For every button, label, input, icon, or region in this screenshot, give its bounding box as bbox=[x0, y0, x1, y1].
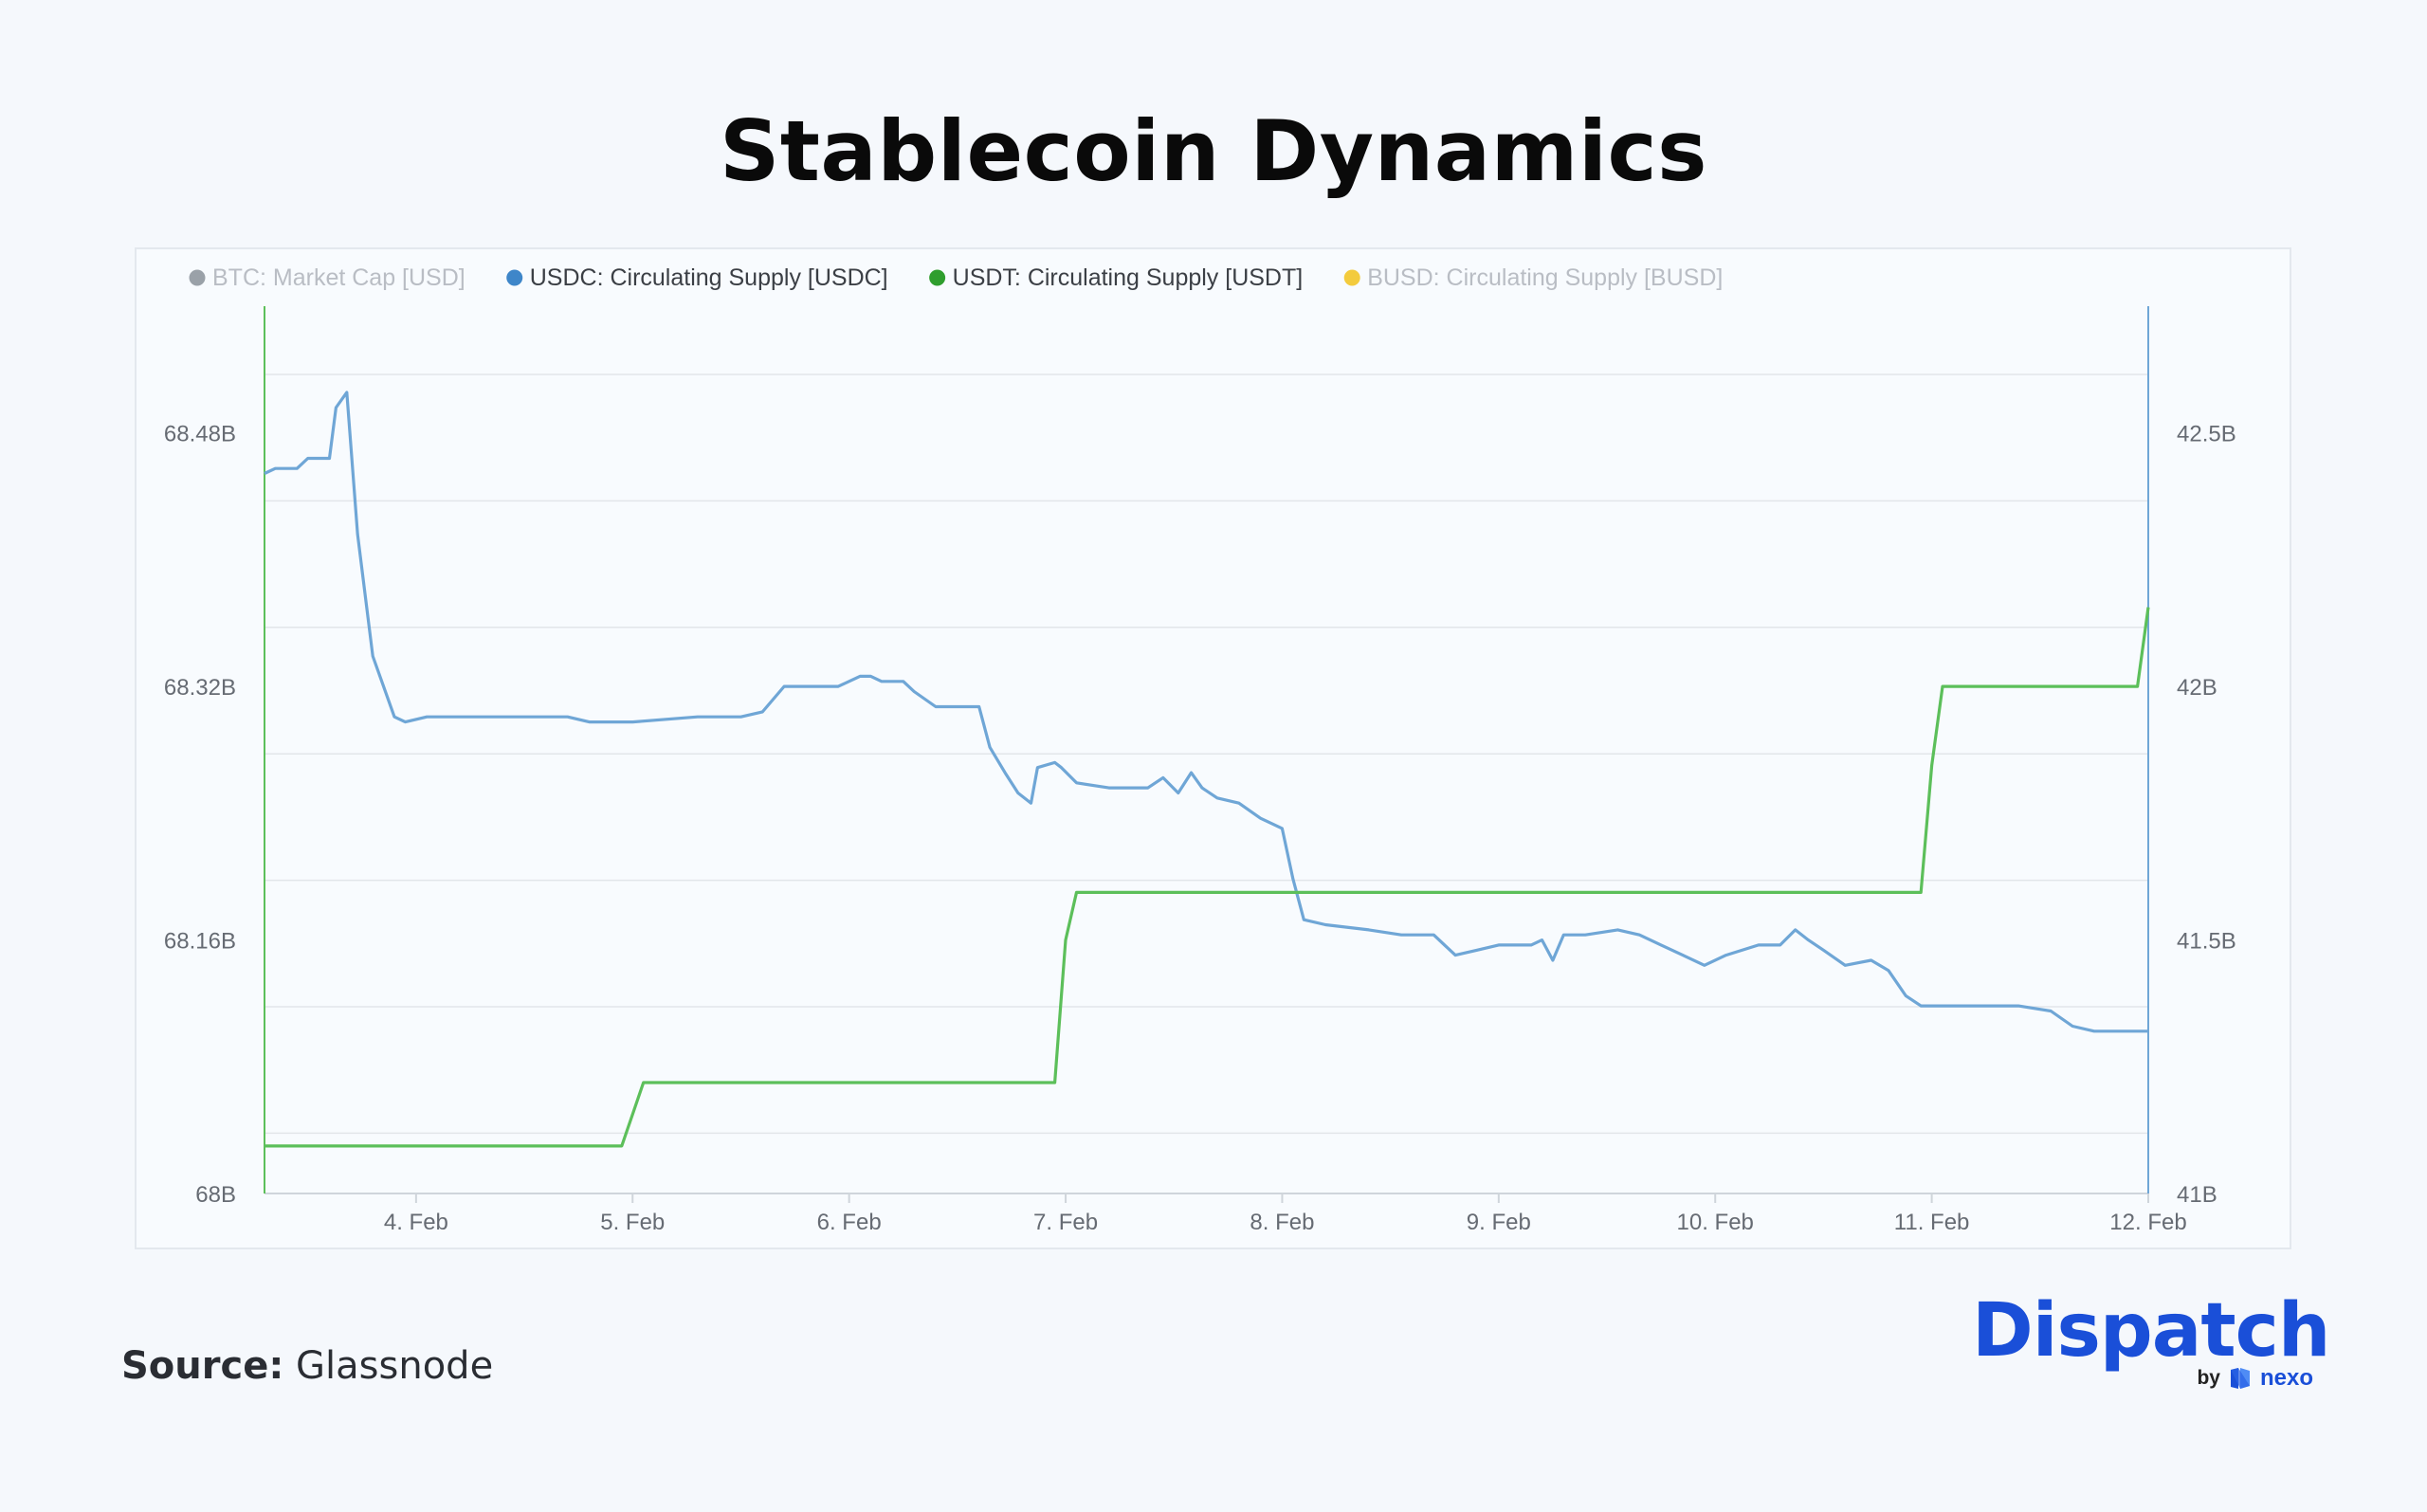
brand-logo: Dispatch by nexo bbox=[1972, 1291, 2330, 1395]
axis-layer: 4. Feb 5. Feb 6. Feb 7. Feb 8. Feb 9. Feb 10. … bbox=[164, 306, 2236, 1235]
y-left-tick-label: 68.48B bbox=[164, 422, 236, 447]
legend-marker bbox=[189, 269, 206, 286]
source-value: Glassnode bbox=[296, 1344, 494, 1388]
usdt-series-line bbox=[265, 607, 2150, 1148]
source-label: Source: bbox=[121, 1344, 284, 1388]
x-tick-label: 11. Feb bbox=[1894, 1210, 1970, 1235]
x-tick-label: 9. Feb bbox=[1467, 1210, 1531, 1235]
brand-by: by bbox=[2197, 1367, 2220, 1389]
x-tick-label: 12. Feb bbox=[2109, 1210, 2186, 1235]
brand-wordmark: Dispatch bbox=[1972, 1288, 2330, 1374]
legend-label: BTC: Market Cap [USD] bbox=[212, 264, 465, 291]
legend-label: BUSD: Circulating Supply [BUSD] bbox=[1367, 264, 1723, 291]
y-left-tick-label: 68.32B bbox=[164, 675, 236, 701]
y-left-tick-label: 68B bbox=[195, 1182, 236, 1208]
x-tick-label: 7. Feb bbox=[1033, 1210, 1098, 1235]
x-tick-label: 10. Feb bbox=[1677, 1210, 1754, 1235]
x-tick-label: 5. Feb bbox=[600, 1210, 665, 1235]
usdc-series-line bbox=[264, 391, 2148, 1033]
line-chart: 4. Feb 5. Feb 6. Feb 7. Feb 8. Feb 9. Feb 10. … bbox=[164, 264, 2236, 1235]
brand-byline: by nexo bbox=[2197, 1365, 2313, 1392]
page-title: Stablecoin Dynamics bbox=[719, 102, 1708, 200]
chart-legend[interactable]: BTC: Market Cap [USD] USDC: Circulating S… bbox=[189, 264, 1724, 291]
legend-label: USDC: Circulating Supply [USDC] bbox=[530, 264, 888, 291]
y-right-tick-label: 41.5B bbox=[2177, 929, 2236, 955]
legend-item[interactable]: BUSD: Circulating Supply [BUSD] bbox=[1343, 264, 1724, 291]
series-layer bbox=[264, 391, 2150, 1148]
y-right-tick-label: 42.5B bbox=[2177, 422, 2236, 447]
y-right-tick-label: 41B bbox=[2177, 1182, 2217, 1208]
legend-item[interactable]: BTC: Market Cap [USD] bbox=[189, 264, 465, 291]
y-right-tick-label: 42B bbox=[2177, 675, 2217, 701]
legend-item[interactable]: USDT: Circulating Supply [USDT] bbox=[929, 264, 1303, 291]
x-tick-label: 4. Feb bbox=[384, 1210, 448, 1235]
grid-layer bbox=[265, 373, 2148, 1135]
brand-partner: nexo bbox=[2259, 1365, 2313, 1391]
legend-marker bbox=[1343, 269, 1360, 286]
legend-marker bbox=[929, 269, 946, 286]
chart-frame: 4. Feb 5. Feb 6. Feb 7. Feb 8. Feb 9. Feb 10. … bbox=[135, 247, 2291, 1249]
x-tick-label: 8. Feb bbox=[1250, 1210, 1314, 1235]
x-tick-label: 6. Feb bbox=[817, 1210, 882, 1235]
legend-label: USDT: Circulating Supply [USDT] bbox=[953, 264, 1304, 291]
legend-marker bbox=[506, 269, 523, 286]
legend-item[interactable]: USDC: Circulating Supply [USDC] bbox=[506, 264, 888, 291]
source-credit: Source: Glassnode bbox=[121, 1344, 493, 1388]
nexo-logo-icon bbox=[2230, 1368, 2250, 1389]
y-left-tick-label: 68.16B bbox=[164, 929, 236, 955]
